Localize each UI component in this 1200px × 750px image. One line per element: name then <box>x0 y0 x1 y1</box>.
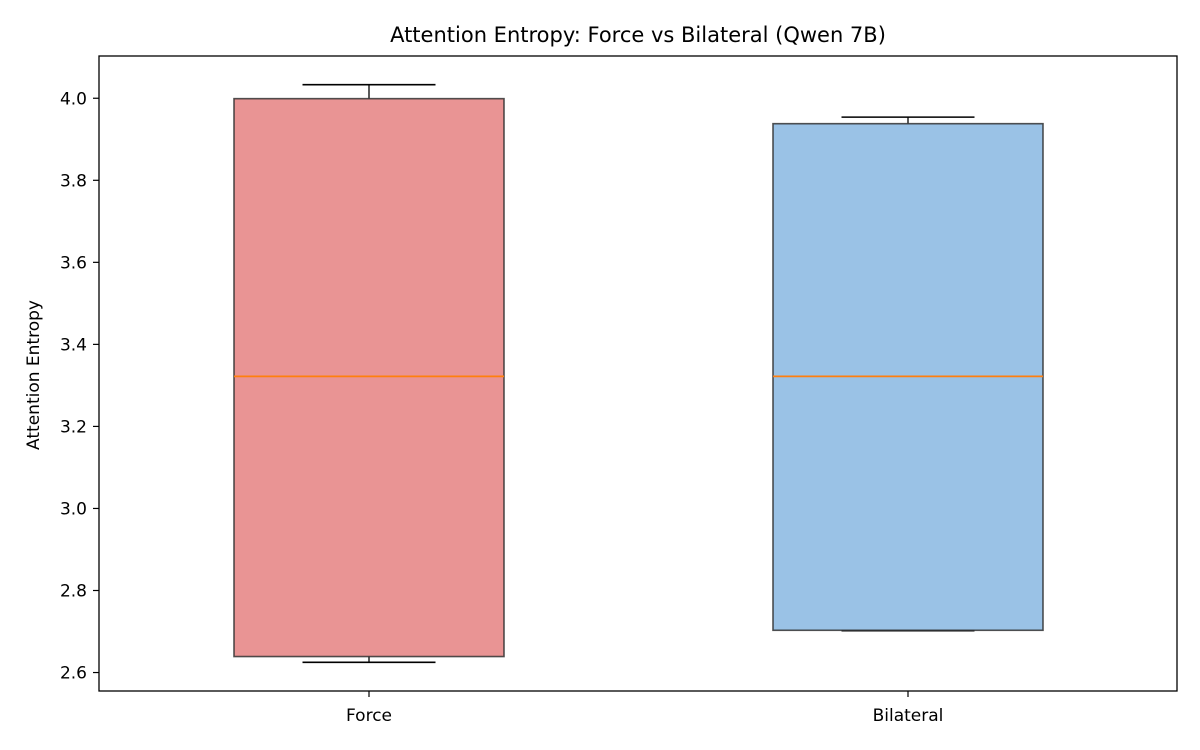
plot-frame <box>98 55 1178 692</box>
y-tick-label: 3.6 <box>60 253 87 273</box>
x-tick-label: Force <box>346 706 392 726</box>
y-axis-label: Attention Entropy <box>24 300 44 450</box>
y-tick-label: 4.0 <box>60 89 87 109</box>
y-tick-label: 3.2 <box>60 417 87 437</box>
x-tick-label: Bilateral <box>873 706 944 726</box>
y-tick-label: 2.8 <box>60 581 87 601</box>
y-tick-label: 3.4 <box>60 335 87 355</box>
y-tick-label: 3.8 <box>60 171 87 191</box>
chart-title: Attention Entropy: Force vs Bilateral (Q… <box>390 23 886 47</box>
box-force <box>233 83 505 664</box>
y-axis: 2.6 2.8 3.0 3.2 3.4 3.6 3.8 4.0 <box>60 89 99 684</box>
y-tick-label: 2.6 <box>60 664 87 684</box>
x-axis: Force Bilateral <box>346 691 943 726</box>
box-bilateral <box>772 116 1044 632</box>
iqr-box <box>233 97 505 658</box>
y-tick-label: 3.0 <box>60 499 87 519</box>
plot-area <box>233 83 1044 664</box>
